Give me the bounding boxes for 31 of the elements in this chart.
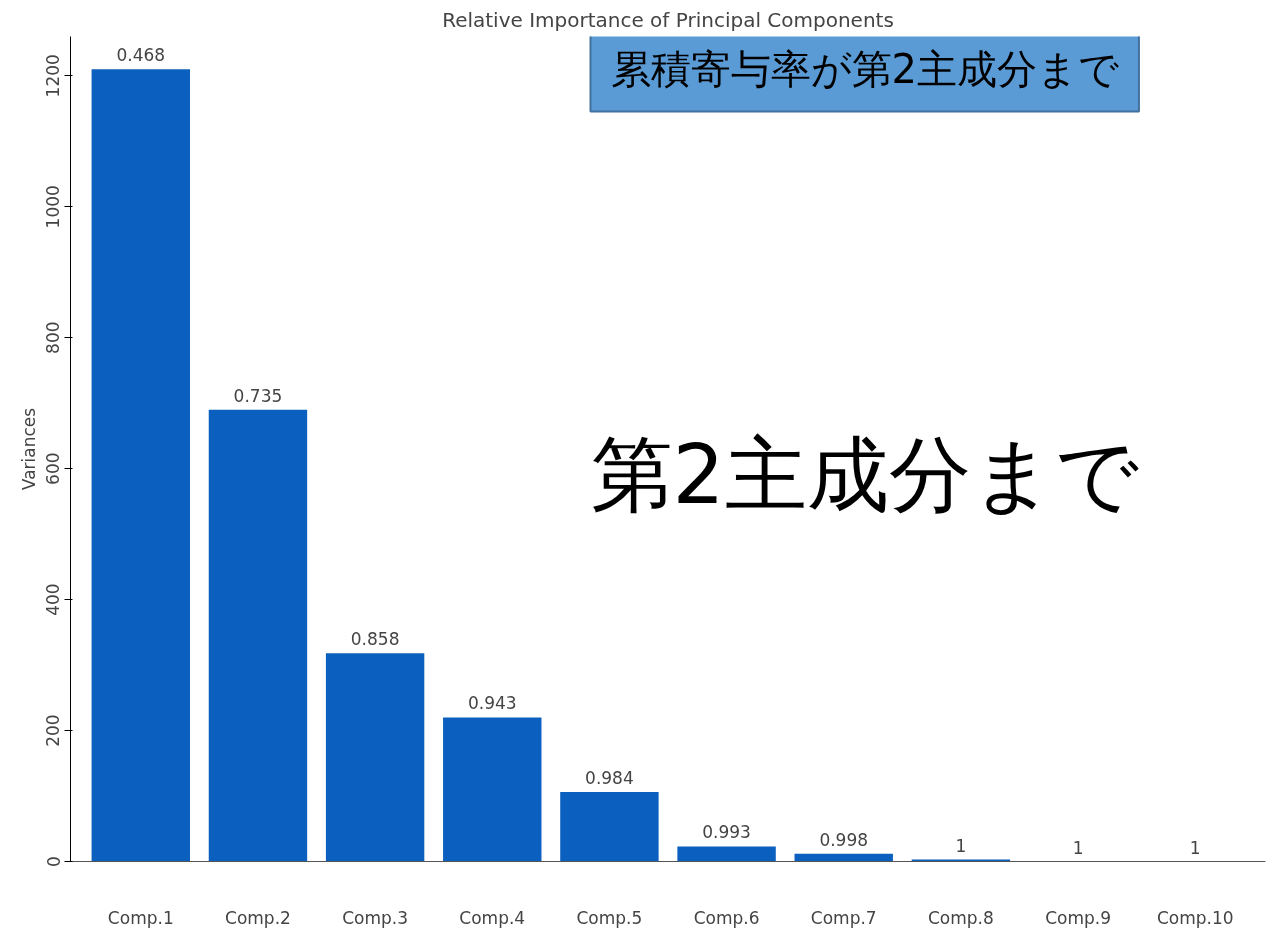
annotation: 第2主成分まで [590,426,1139,522]
x-tick-label: Comp.6 [693,907,760,928]
annotation: 0.858 [350,629,400,650]
chart-title: Relative Importance of Principal Components [442,7,894,32]
y-axis-title: Variances [18,407,39,491]
annotation: 累積寄与率が第2主成分まで [610,45,1119,92]
annotation: 0.993 [702,822,751,843]
annotation: 1 [1072,837,1084,858]
x-tick-label: Comp.9 [1045,907,1111,928]
y-tick-label: 1200 [43,54,64,98]
annotation: 0.468 [116,45,166,66]
x-tick-label: Comp.7 [810,907,877,928]
annotation: 1 [955,835,967,856]
x-tick-label: Comp.3 [342,907,409,928]
y-tick-label: 600 [43,452,64,485]
x-tick-label: Comp.2 [225,907,291,928]
x-tick-label: Comp.5 [576,907,643,928]
y-tick-label: 400 [43,583,64,616]
x-tick-label: Comp.1 [107,907,174,928]
annotation: 0.943 [467,693,517,714]
annotation: 0.998 [819,829,869,850]
annotation: 0.984 [585,768,634,789]
annotation: 0.735 [233,385,283,406]
annotation: 1 [1189,837,1201,858]
y-tick-label: 0 [43,856,64,867]
y-tick-label: 200 [43,714,64,747]
y-tick-label: 800 [43,321,64,354]
x-tick-label: Comp.4 [459,907,526,928]
x-tick-label: Comp.8 [927,907,994,928]
y-tick-label: 1000 [43,185,64,229]
x-tick-label: Comp.10 [1156,907,1234,928]
